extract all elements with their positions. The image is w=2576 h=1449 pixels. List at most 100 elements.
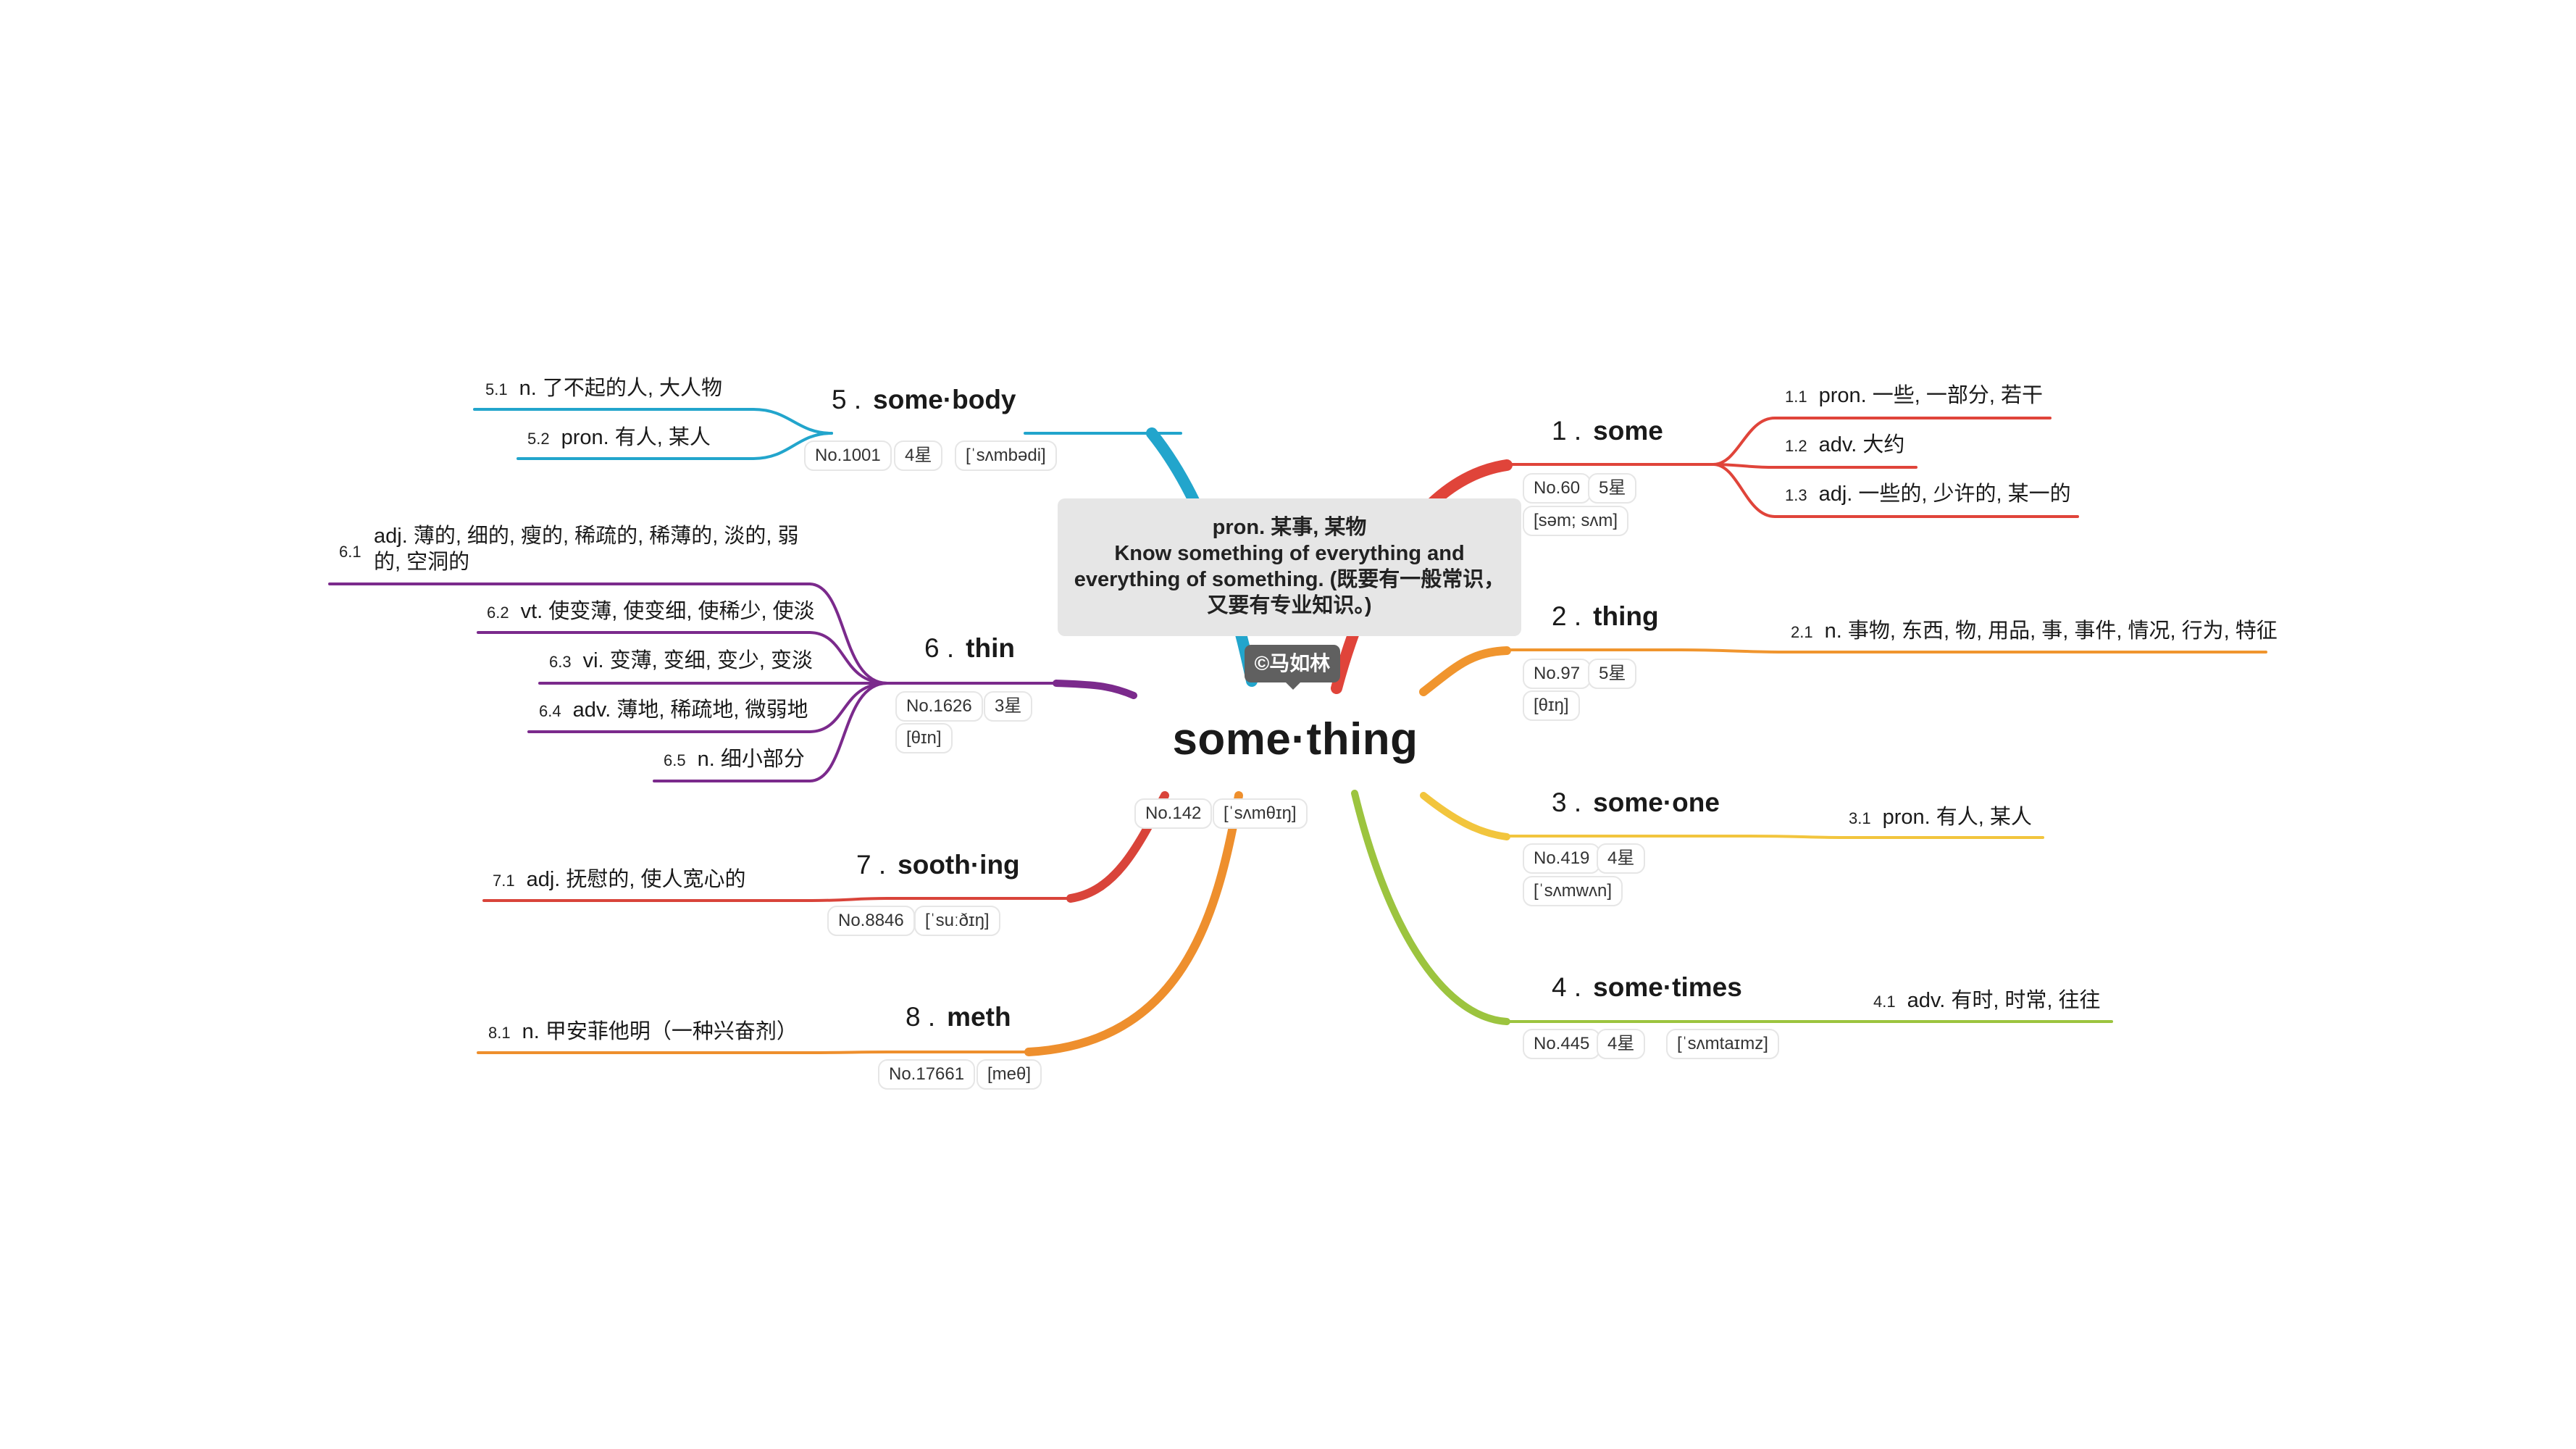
- meaning-6-2[interactable]: 6.2 vt. 使变薄, 使变细, 使稀少, 使淡: [487, 598, 815, 626]
- meaning-5-1-connector: [473, 408, 833, 435]
- branch-2-number: 2 .: [1552, 601, 1582, 631]
- branch-3-phonetic-tag: [ˈsʌmwʌn]: [1523, 876, 1623, 906]
- meaning-text: pron. 有人, 某人: [561, 426, 711, 449]
- meaning-6-5[interactable]: 6.5 n. 细小部分: [664, 746, 805, 774]
- branch-3-connector: [1420, 792, 1510, 840]
- branch-1-stars-tag: 5星: [1588, 473, 1637, 504]
- branch-7-rank-tag: No.8846: [827, 906, 915, 936]
- meaning-7-1-connector: [482, 897, 889, 902]
- branch-4-number: 4 .: [1552, 972, 1582, 1002]
- meaning-1-2[interactable]: 1.2 adv. 大约: [1785, 432, 1904, 459]
- branch-1-title[interactable]: 1 . some: [1552, 414, 1663, 448]
- meaning-number: 3.1: [1849, 809, 1871, 827]
- branch-5-word: some·body: [873, 385, 1016, 414]
- branch-2-rank-tag: No.97: [1523, 659, 1592, 689]
- branch-4-title[interactable]: 4 . some·times: [1552, 971, 1742, 1004]
- meaning-3-1[interactable]: 3.1 pron. 有人, 某人: [1849, 804, 2032, 832]
- meaning-number: 8.1: [488, 1024, 511, 1042]
- branch-3-word: some·one: [1593, 788, 1720, 817]
- meaning-number: 4.1: [1873, 993, 1896, 1011]
- meaning-number: 6.3: [549, 653, 572, 671]
- root-phonetic-tag: [ˈsʌmθɪŋ]: [1213, 798, 1308, 829]
- meaning-6-1-connector: [328, 582, 889, 685]
- meaning-text: n. 事物, 东西, 物, 用品, 事, 事件, 情况, 行为, 特征: [1824, 619, 2278, 643]
- branch-6-connector: [1053, 680, 1137, 699]
- branch-7-title[interactable]: 7 . sooth·ing: [856, 848, 1020, 882]
- branch-6-rank-tag: No.1626: [895, 691, 983, 722]
- branch-5-number: 5 .: [832, 385, 862, 414]
- meaning-1-1-connector: [1712, 417, 2052, 466]
- meaning-number: 2.1: [1791, 623, 1813, 641]
- meaning-text: adj. 一些的, 少许的, 某一的: [1818, 483, 2071, 506]
- meaning-1-3[interactable]: 1.3 adj. 一些的, 少许的, 某一的: [1785, 481, 2071, 509]
- meaning-5-1[interactable]: 5.1 n. 了不起的人, 大人物: [485, 375, 722, 403]
- branch-6-stars-tag: 3星: [984, 691, 1033, 722]
- meaning-6-4[interactable]: 6.4 adv. 薄地, 稀疏地, 微弱地: [539, 697, 808, 724]
- branch-6-title[interactable]: 6 . thin: [924, 632, 1015, 665]
- branch-7-number: 7 .: [856, 850, 887, 880]
- branch-5-phonetic-tag: [ˈsʌmbədi]: [955, 440, 1057, 471]
- root-word[interactable]: some·thing: [1172, 714, 1418, 764]
- meaning-4-1[interactable]: 4.1 adv. 有时, 时常, 往往: [1873, 987, 2101, 1015]
- meaning-6-1[interactable]: 6.1 adj. 薄的, 细的, 瘦的, 稀疏的, 稀薄的, 淡的, 弱的, 空…: [339, 523, 817, 575]
- root-rank-tag: No.142: [1134, 798, 1213, 829]
- copyright-badge: ©马如林: [1245, 645, 1340, 682]
- branch-3-title[interactable]: 3 . some·one: [1552, 786, 1720, 819]
- meaning-text: adv. 大约: [1818, 433, 1905, 456]
- copyright-badge-pointer: [1284, 681, 1302, 690]
- root-note-text: pron. 某事, 某物 Know something of everythin…: [1074, 516, 1505, 617]
- branch-5-stars-tag: 4星: [894, 440, 943, 471]
- branch-5-rank-tag: No.1001: [804, 440, 892, 471]
- meaning-6-3[interactable]: 6.3 vi. 变薄, 变细, 变少, 变淡: [549, 648, 813, 675]
- branch-1-rank-tag: No.60: [1523, 473, 1592, 504]
- meaning-6-5-connector: [653, 682, 889, 782]
- branch-7-phonetic-tag: [ˈsuːðɪŋ]: [914, 906, 1000, 936]
- meaning-number: 5.2: [527, 430, 550, 448]
- meaning-7-1[interactable]: 7.1 adj. 抚慰的, 使人宽心的: [493, 867, 746, 894]
- meaning-6-4-connector: [527, 682, 889, 733]
- meaning-5-2[interactable]: 5.2 pron. 有人, 某人: [527, 425, 711, 452]
- branch-8-word: meth: [947, 1002, 1011, 1032]
- meaning-5-2-connector: [517, 432, 833, 460]
- meaning-2-1[interactable]: 2.1 n. 事物, 东西, 物, 用品, 事, 事件, 情况, 行为, 特征: [1791, 618, 2278, 646]
- meaning-text: adv. 有时, 时常, 往往: [1907, 989, 2101, 1012]
- branch-2-connector: [1419, 646, 1511, 696]
- meaning-text: vi. 变薄, 变细, 变少, 变淡: [582, 649, 813, 672]
- meaning-8-1[interactable]: 8.1 n. 甲安菲他明（一种兴奋剂）: [488, 1019, 798, 1046]
- meaning-number: 6.5: [664, 751, 686, 769]
- branch-6-phonetic-tag: [θɪn]: [895, 723, 953, 753]
- meaning-text: n. 细小部分: [697, 748, 805, 771]
- branch-8-connector: [1024, 791, 1243, 1056]
- meaning-number: 1.3: [1785, 486, 1807, 504]
- meaning-number: 1.2: [1785, 437, 1807, 455]
- meaning-text: vt. 使变薄, 使变细, 使稀少, 使淡: [520, 600, 815, 623]
- branch-8-number: 8 .: [906, 1002, 936, 1032]
- root-note-callout: pron. 某事, 某物 Know something of everythin…: [1058, 498, 1521, 636]
- branch-2-stars-tag: 5星: [1588, 659, 1637, 689]
- branch-3-number: 3 .: [1552, 788, 1582, 817]
- branch-1-phonetic-tag: [səm; sʌm]: [1523, 506, 1629, 536]
- branch-5-title[interactable]: 5 . some·body: [832, 383, 1016, 417]
- branch-8-title[interactable]: 8 . meth: [906, 1001, 1011, 1034]
- meaning-1-1[interactable]: 1.1 pron. 一些, 一部分, 若干: [1785, 383, 2043, 410]
- meaning-number: 6.1: [339, 543, 361, 561]
- meaning-text: adv. 薄地, 稀疏地, 微弱地: [572, 698, 808, 722]
- meaning-number: 5.1: [485, 380, 508, 398]
- meaning-text: adj. 抚慰的, 使人宽心的: [526, 868, 746, 891]
- branch-1-word: some: [1593, 416, 1663, 446]
- branch-8-phonetic-tag: [meθ]: [977, 1059, 1042, 1090]
- branch-6-number: 6 .: [924, 633, 955, 663]
- meaning-2-1-connector: [1679, 648, 2267, 653]
- meaning-1-2-connector: [1712, 463, 1918, 469]
- meaning-8-1-connector: [477, 1051, 889, 1054]
- branch-7-word: sooth·ing: [898, 850, 1020, 880]
- branch-1-number: 1 .: [1552, 416, 1582, 446]
- meaning-text: n. 甲安菲他明（一种兴奋剂）: [522, 1020, 798, 1043]
- branch-4-connector: [1351, 790, 1510, 1025]
- meaning-text: adj. 薄的, 细的, 瘦的, 稀疏的, 稀薄的, 淡的, 弱的, 空洞的: [374, 525, 799, 574]
- branch-4-phonetic-tag: [ˈsʌmtaɪmz]: [1666, 1029, 1779, 1059]
- branch-2-title[interactable]: 2 . thing: [1552, 600, 1659, 633]
- meaning-text: pron. 一些, 一部分, 若干: [1818, 384, 2043, 407]
- branch-2-phonetic-tag: [θɪŋ]: [1523, 690, 1580, 721]
- meaning-number: 7.1: [493, 872, 515, 890]
